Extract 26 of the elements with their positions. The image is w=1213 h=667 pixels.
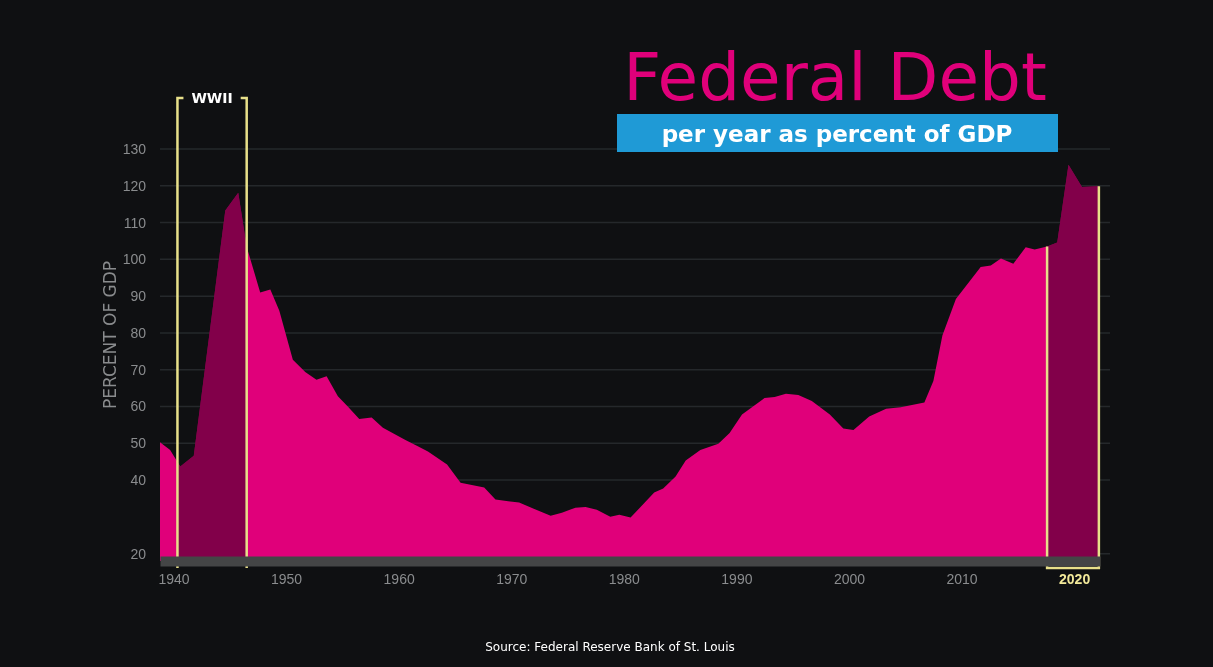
x-tick-label: 1970 <box>496 570 528 587</box>
x-tick-label: 1940 <box>158 570 190 587</box>
x-tick-label: 2000 <box>833 570 866 587</box>
y-axis-title: PERCENT OF GDP <box>100 260 120 410</box>
x-tick-label: 1950 <box>271 570 303 587</box>
x-tick-label: 2020 <box>1059 570 1091 587</box>
y-tick-label: 130 <box>122 140 147 157</box>
chart-subtitle: per year as percent of GDP <box>661 121 1013 147</box>
y-tick-label: 60 <box>130 398 147 415</box>
y-tick-label: 50 <box>130 435 147 452</box>
y-tick-label: 120 <box>122 177 147 194</box>
y-tick-label: 70 <box>130 361 147 378</box>
x-tick-label: 2010 <box>946 570 978 587</box>
y-tick-label: 100 <box>122 251 147 268</box>
source-note: Source: Federal Reserve Bank of St. Louis <box>485 640 735 654</box>
x-tick-label: 1990 <box>721 570 753 587</box>
x-tick-label: 1960 <box>383 570 415 587</box>
chart-title: Federal Debt <box>623 39 1047 116</box>
y-tick-label: 110 <box>123 214 147 231</box>
y-tick-label: 20 <box>130 545 147 562</box>
y-tick-label: 90 <box>130 288 147 305</box>
x-tick-label: 1980 <box>608 570 641 587</box>
subtitle-banner: per year as percent of GDP <box>617 114 1058 152</box>
band-label: WWII <box>191 90 233 106</box>
y-tick-label: 80 <box>130 324 147 341</box>
y-tick-label: 40 <box>130 472 147 489</box>
